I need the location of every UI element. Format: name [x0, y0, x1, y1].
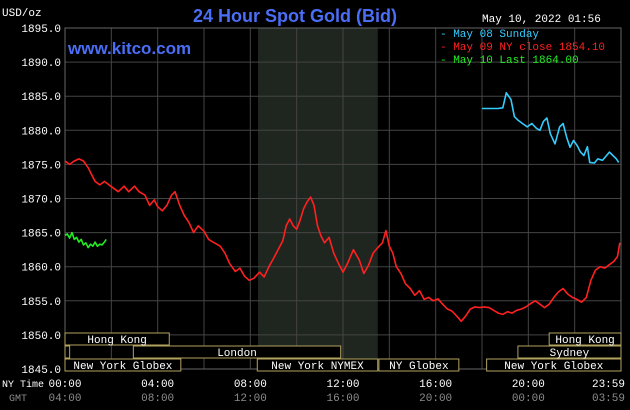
y-tick-label: 1865.0	[21, 229, 61, 241]
legend: - May 08 Sunday- May 09 NY close 1854.10…	[440, 29, 605, 67]
legend-entry: - May 09 NY close 1854.10	[440, 42, 605, 54]
x-tick-label-ny: 12:00	[326, 379, 359, 391]
x-tick-label-gmt: 16:00	[326, 393, 359, 405]
x-tick-label-gmt: 00:00	[512, 393, 545, 405]
y-tick-label: 1875.0	[21, 160, 61, 172]
market-session-box	[64, 345, 71, 359]
ny-time-axis-label: NY Time	[2, 379, 44, 391]
market-session-box	[548, 332, 622, 346]
market-session-label: New York NYMEX	[271, 361, 364, 373]
x-tick-label-gmt: 20:00	[419, 393, 452, 405]
x-tick-label-ny: 00:00	[48, 379, 81, 391]
market-session-label: Hong Kong	[555, 335, 614, 347]
legend-entry: - May 10 Last 1864.00	[440, 55, 579, 67]
x-tick-label-gmt: 08:00	[141, 393, 174, 405]
market-session-box	[64, 358, 182, 372]
market-session-label: New York Globex	[504, 361, 603, 373]
market-session-box	[64, 332, 170, 346]
x-tick-label-gmt: 12:00	[234, 393, 267, 405]
y-tick-label: 1855.0	[21, 297, 61, 309]
x-tick-label-ny: 23:59	[592, 379, 625, 391]
market-session-label: Sydney	[550, 348, 590, 360]
y-tick-label: 1890.0	[21, 58, 61, 70]
y-tick-label: 1880.0	[21, 126, 61, 138]
chart-title: 24 Hour Spot Gold (Bid)	[193, 6, 397, 26]
series-line-3	[64, 231, 107, 249]
x-tick-label-gmt: 03:59	[592, 393, 625, 405]
y-tick-label: 1885.0	[21, 92, 61, 104]
x-tick-label-ny: 08:00	[234, 379, 267, 391]
x-axis-ticks: 00:00 04:00 04:00 08:00 08:00 12:00 12:00 16:00…	[48, 379, 625, 405]
gmt-axis-label: GMT	[9, 394, 27, 405]
grid-lines	[64, 27, 622, 370]
y-tick-label: 1845.0	[21, 365, 61, 377]
x-tick-label-ny: 16:00	[419, 379, 452, 391]
market-session-box	[517, 345, 622, 359]
market-session-label: London	[217, 348, 257, 360]
y-axis-ticks: 1845.0 1850.0 1855.0 1860.0 1865.0 1870.0 1875…	[21, 24, 61, 377]
y-tick-label: 1870.0	[21, 195, 61, 207]
market-session-label: Hong Kong	[87, 335, 146, 347]
units-label: USD/oz	[2, 8, 42, 20]
price-series	[64, 92, 621, 323]
market-session-box	[256, 358, 379, 372]
x-tick-label-ny: 20:00	[512, 379, 545, 391]
x-tick-label-ny: 04:00	[141, 379, 174, 391]
legend-entry: - May 08 Sunday	[440, 29, 539, 41]
market-session-box	[132, 345, 342, 359]
y-tick-label: 1895.0	[21, 24, 61, 36]
x-tick-label-gmt: 04:00	[48, 393, 81, 405]
market-session-label: NY Globex	[389, 361, 449, 373]
series-line-1	[482, 92, 620, 164]
timestamp: May 10, 2022 01:56	[482, 14, 601, 26]
market-session-box	[486, 358, 622, 372]
market-session-box	[378, 358, 460, 372]
market-session-label: New York Globex	[73, 361, 172, 373]
series-line-2	[64, 158, 621, 323]
y-tick-label: 1860.0	[21, 263, 61, 275]
website-url[interactable]: www.kitco.com	[67, 39, 191, 58]
y-tick-label: 1850.0	[21, 331, 61, 343]
